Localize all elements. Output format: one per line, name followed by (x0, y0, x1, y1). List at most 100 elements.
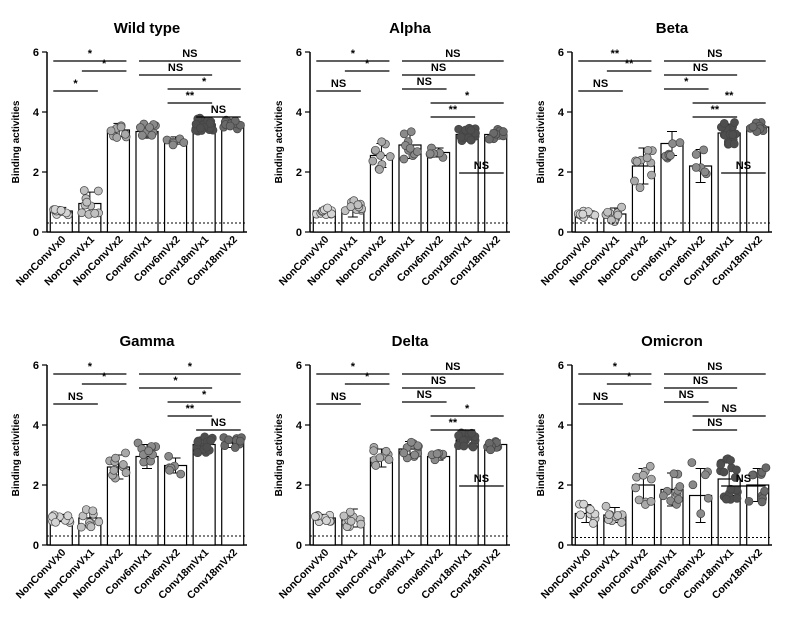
significance-label: NS (707, 417, 722, 429)
significance-label: NS (722, 403, 737, 415)
data-point (179, 138, 189, 147)
data-point (721, 494, 731, 504)
significance-label: NS (211, 417, 226, 429)
data-point (353, 200, 363, 210)
significance-label: * (365, 371, 370, 383)
significance-label: NS (445, 361, 460, 373)
significance-label: ** (186, 90, 195, 102)
data-point (193, 448, 202, 457)
y-tick-label: 6 (558, 47, 564, 59)
data-point (760, 486, 769, 496)
data-point (635, 183, 645, 192)
significance-label: * (102, 58, 107, 70)
data-point (193, 437, 203, 447)
data-point (729, 139, 739, 149)
data-point (489, 128, 498, 138)
data-point (467, 428, 477, 438)
data-point (601, 501, 611, 511)
data-point (585, 505, 595, 514)
data-point (675, 138, 685, 148)
data-point (323, 203, 332, 213)
significance-label: NS (417, 76, 432, 88)
data-point (356, 519, 366, 529)
x-tick-label: Conv18mVx2 (448, 234, 503, 289)
y-tick-label: 6 (558, 360, 564, 372)
data-point (145, 123, 154, 132)
data-point (699, 145, 709, 155)
data-point (345, 507, 355, 517)
significance-label: NS (168, 62, 183, 74)
y-tick-label: 0 (558, 227, 564, 239)
data-point (121, 468, 131, 478)
significance-label: NS (431, 375, 446, 387)
y-tick-label: 6 (33, 360, 39, 372)
data-point (136, 123, 145, 132)
data-point (730, 473, 740, 482)
data-point (90, 209, 100, 218)
data-point (675, 482, 685, 491)
significance-label: NS (693, 62, 708, 74)
x-tick-label: Conv18mVx2 (710, 234, 765, 289)
bar (221, 122, 245, 233)
data-point (120, 129, 130, 139)
significance-label: NS (693, 375, 708, 387)
y-tick-label: 6 (296, 360, 302, 372)
data-point (176, 469, 186, 479)
data-point (310, 512, 320, 521)
significance-label: * (88, 361, 93, 373)
data-point (687, 458, 697, 467)
data-point (696, 509, 706, 518)
bar (426, 151, 451, 233)
data-point (700, 167, 710, 177)
significance-label: NS (707, 48, 722, 60)
data-point (425, 149, 435, 159)
data-point (726, 456, 735, 465)
y-axis-label: Binding activities (11, 413, 22, 496)
y-axis-label: Binding activities (274, 413, 285, 496)
y-tick-label: 4 (33, 420, 40, 432)
y-tick-label: 4 (296, 420, 303, 432)
panel-title: Beta (656, 20, 689, 37)
bar (135, 130, 159, 233)
significance-label: ** (449, 417, 458, 429)
data-point (322, 516, 331, 526)
data-point (93, 186, 103, 196)
significance-label: * (202, 76, 207, 88)
x-tick-label: Conv18mVx2 (710, 547, 765, 602)
bar (455, 439, 479, 546)
y-tick-label: 0 (33, 540, 39, 552)
data-point (196, 123, 205, 133)
significance-label: * (88, 48, 93, 60)
data-point (719, 118, 729, 128)
data-point (385, 152, 395, 161)
data-point (617, 518, 626, 527)
bar (163, 139, 188, 233)
significance-label: NS (331, 78, 346, 90)
significance-label: * (173, 375, 178, 387)
data-point (79, 186, 89, 195)
bar (398, 448, 422, 546)
data-point (399, 154, 409, 164)
bar (221, 442, 245, 546)
data-point (719, 467, 729, 477)
data-point (106, 126, 116, 136)
data-point (137, 131, 147, 140)
significance-label: * (351, 48, 356, 60)
panel-title: Omicron (641, 333, 703, 350)
data-point (634, 495, 644, 505)
y-axis-label: Binding activities (536, 413, 547, 496)
data-point (168, 140, 178, 150)
data-point (638, 470, 648, 480)
data-point (668, 139, 677, 148)
data-point (111, 453, 120, 463)
bar (484, 443, 508, 546)
y-tick-label: 2 (296, 480, 302, 492)
significance-label: * (465, 403, 470, 415)
y-tick-label: 0 (296, 227, 302, 239)
data-point (235, 436, 245, 446)
data-point (632, 157, 642, 167)
data-point (576, 510, 585, 520)
data-point (94, 517, 104, 527)
